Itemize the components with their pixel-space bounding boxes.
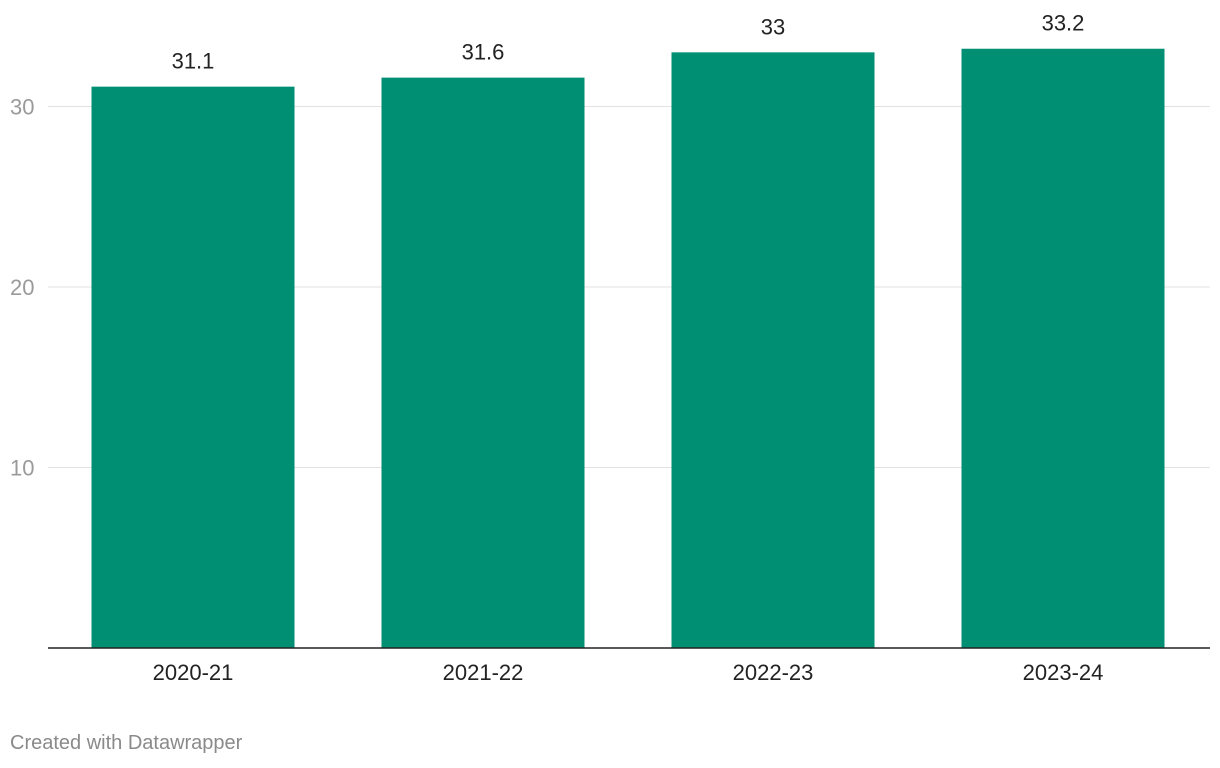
x-tick-label: 2023-24 xyxy=(1023,660,1104,685)
x-tick-label: 2021-22 xyxy=(443,660,524,685)
y-tick-label: 10 xyxy=(10,455,34,480)
bar-value-labels: 31.1 31.6 33 33.2 xyxy=(172,11,1085,74)
x-tick-label: 2020-21 xyxy=(153,660,234,685)
bar xyxy=(961,48,1165,649)
y-axis-tick-labels: 10 20 30 xyxy=(10,94,34,480)
x-tick-label: 2022-23 xyxy=(733,660,814,685)
bar-value-label: 31.1 xyxy=(172,49,215,74)
bar xyxy=(671,52,875,649)
footer-credit: Created with Datawrapper xyxy=(10,732,243,754)
y-tick-label: 30 xyxy=(10,94,34,119)
bar-value-label: 33 xyxy=(761,14,785,39)
x-axis-tick-labels: 2020-21 2021-22 2022-23 2023-24 xyxy=(153,660,1104,685)
y-tick-label: 20 xyxy=(10,275,34,300)
bar-value-label: 33.2 xyxy=(1042,11,1085,36)
bar-value-label: 31.6 xyxy=(462,40,505,65)
bar xyxy=(91,86,295,648)
bars xyxy=(91,48,1165,649)
bar xyxy=(381,77,585,649)
